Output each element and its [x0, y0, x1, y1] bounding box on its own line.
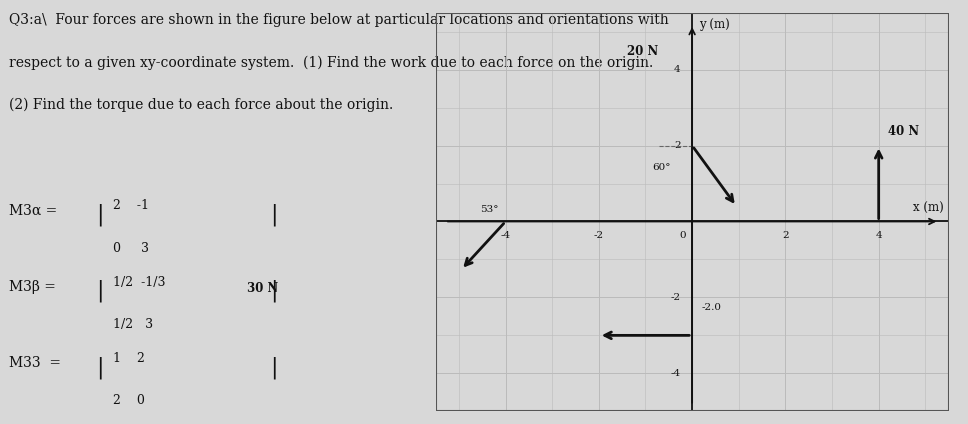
- Text: Q3:a\  Four forces are shown in the figure below at particular locations and ori: Q3:a\ Four forces are shown in the figur…: [9, 13, 669, 27]
- Text: 4: 4: [674, 65, 681, 74]
- Text: 1/2   3: 1/2 3: [113, 318, 153, 331]
- Text: 0     3: 0 3: [113, 242, 149, 255]
- Text: |: |: [270, 356, 278, 379]
- Text: y (m): y (m): [699, 18, 730, 31]
- Text: -4: -4: [500, 231, 511, 240]
- Text: 2    -1: 2 -1: [113, 199, 149, 212]
- Text: |: |: [270, 280, 278, 302]
- Text: 0: 0: [680, 231, 686, 240]
- Text: 4: 4: [875, 231, 882, 240]
- Text: 40 N: 40 N: [888, 125, 920, 138]
- Text: |: |: [270, 204, 278, 226]
- Text: 53°: 53°: [480, 205, 499, 214]
- Text: x (m): x (m): [913, 202, 944, 215]
- Text: 2    0: 2 0: [113, 394, 145, 407]
- Text: M3β =: M3β =: [9, 280, 55, 294]
- Text: 20 N: 20 N: [627, 45, 658, 58]
- Text: respect to a given xy-coordinate system.  (1) Find the work due to each force on: respect to a given xy-coordinate system.…: [9, 55, 653, 70]
- Text: |: |: [96, 280, 104, 302]
- Text: 30 N: 30 N: [248, 282, 279, 295]
- Text: -4: -4: [670, 369, 681, 378]
- Text: 1/2  -1/3: 1/2 -1/3: [113, 276, 166, 289]
- Text: 2: 2: [674, 141, 681, 150]
- Text: 2: 2: [782, 231, 789, 240]
- Text: |: |: [96, 356, 104, 379]
- Text: -2: -2: [670, 293, 681, 302]
- Text: 1    2: 1 2: [113, 352, 145, 365]
- Text: M3α =: M3α =: [9, 204, 57, 218]
- Text: (2) Find the torque due to each force about the origin.: (2) Find the torque due to each force ab…: [9, 98, 393, 112]
- Text: M33  =: M33 =: [9, 356, 61, 370]
- Text: -2.0: -2.0: [702, 303, 721, 312]
- Text: |: |: [96, 204, 104, 226]
- Text: 60°: 60°: [652, 163, 671, 172]
- Text: -2: -2: [593, 231, 604, 240]
